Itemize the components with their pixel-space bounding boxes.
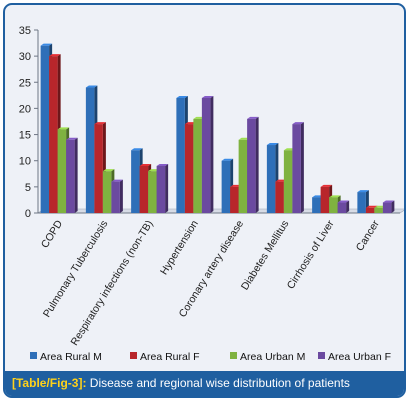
bar-top [337, 200, 350, 203]
bar-top [201, 95, 214, 98]
bar [247, 118, 256, 213]
bar [230, 186, 239, 213]
bar-side [165, 163, 169, 213]
bar [292, 124, 301, 213]
bar-top [156, 163, 169, 166]
bar [329, 197, 338, 213]
legend-label: Area Urban F [328, 351, 391, 363]
y-tick-label: 10 [19, 156, 31, 168]
bar-top [266, 143, 279, 146]
bar-side [119, 179, 123, 213]
bar-side [391, 200, 395, 213]
bar [320, 186, 330, 213]
legend-label: Area Rural M [40, 351, 102, 363]
bar-top [40, 43, 53, 46]
bar [201, 97, 211, 213]
bar [57, 129, 67, 213]
bar [176, 97, 185, 213]
y-tick-label: 25 [19, 77, 31, 89]
bar-top [57, 127, 70, 130]
bar-top [131, 148, 143, 151]
bar [102, 171, 112, 213]
bar-top [320, 184, 333, 187]
bar-top [66, 137, 78, 140]
bar-top [85, 85, 98, 88]
legend-label: Area Urban M [240, 351, 305, 363]
bar-side [74, 137, 78, 213]
bar [94, 124, 103, 213]
bar-top [139, 163, 152, 166]
legend-swatch [130, 352, 137, 359]
bar [156, 165, 166, 213]
bar-side [346, 200, 350, 213]
x-tick-label: Respiratory infections (non-TB) [68, 218, 155, 348]
bar-top [329, 195, 341, 198]
bar-top [357, 190, 369, 193]
bar-side [255, 116, 259, 213]
x-tick-label: Hypertension [158, 218, 201, 277]
figure-frame: 0 5 10 15 20 25 30 35 COPD Pulmonary Tuberculosis… [3, 3, 406, 398]
bar-top [382, 200, 395, 203]
bar [49, 56, 58, 214]
legend-swatch [318, 352, 325, 359]
y-tick-label: 5 [25, 182, 31, 194]
bar [131, 150, 140, 213]
bar [184, 124, 194, 213]
figure-caption: [Table/Fig-3]: Disease and regional wise… [5, 371, 404, 396]
bar [283, 150, 293, 213]
bar [238, 139, 248, 213]
y-tick-label: 35 [19, 25, 31, 37]
bar [148, 171, 157, 213]
bar-top [292, 122, 304, 125]
legend-label: Area Rural F [140, 351, 200, 363]
bar [374, 207, 383, 213]
bar-top [102, 169, 115, 172]
bar [312, 197, 321, 213]
legend-swatch [230, 352, 237, 359]
bar [365, 207, 375, 213]
bar [382, 202, 392, 213]
y-tick-label: 20 [19, 103, 31, 115]
bar [275, 181, 284, 213]
y-tick-label: 15 [19, 130, 31, 142]
bar-top [111, 179, 123, 182]
bar [357, 192, 366, 213]
bar [85, 87, 95, 213]
bar-top [176, 95, 188, 98]
bar-top [94, 122, 106, 125]
x-tick-label: COPD [39, 218, 65, 250]
caption-text: Disease and regional wise distribution o… [86, 376, 350, 390]
bar-top [365, 205, 378, 208]
y-tick-label: 0 [25, 208, 31, 220]
bar-top [49, 54, 61, 57]
bar [139, 165, 149, 213]
bar [193, 118, 202, 213]
x-tick-label: Cirrhosis of Liver [285, 218, 337, 292]
bar [66, 139, 75, 213]
bar [337, 202, 347, 213]
y-tick-label: 30 [19, 51, 31, 63]
bar [266, 145, 276, 213]
bar [111, 181, 120, 213]
bar-side [210, 95, 214, 213]
bar [40, 45, 50, 213]
legend-swatch [30, 352, 37, 359]
x-tick-label: Diabetes Mellitus [239, 218, 292, 292]
caption-tag: [Table/Fig-3]: [12, 376, 87, 390]
bar-top [221, 158, 234, 161]
x-tick-label: Cancer [354, 218, 382, 253]
bar-side [300, 122, 304, 213]
bar [221, 160, 231, 213]
bar-top [247, 116, 259, 119]
